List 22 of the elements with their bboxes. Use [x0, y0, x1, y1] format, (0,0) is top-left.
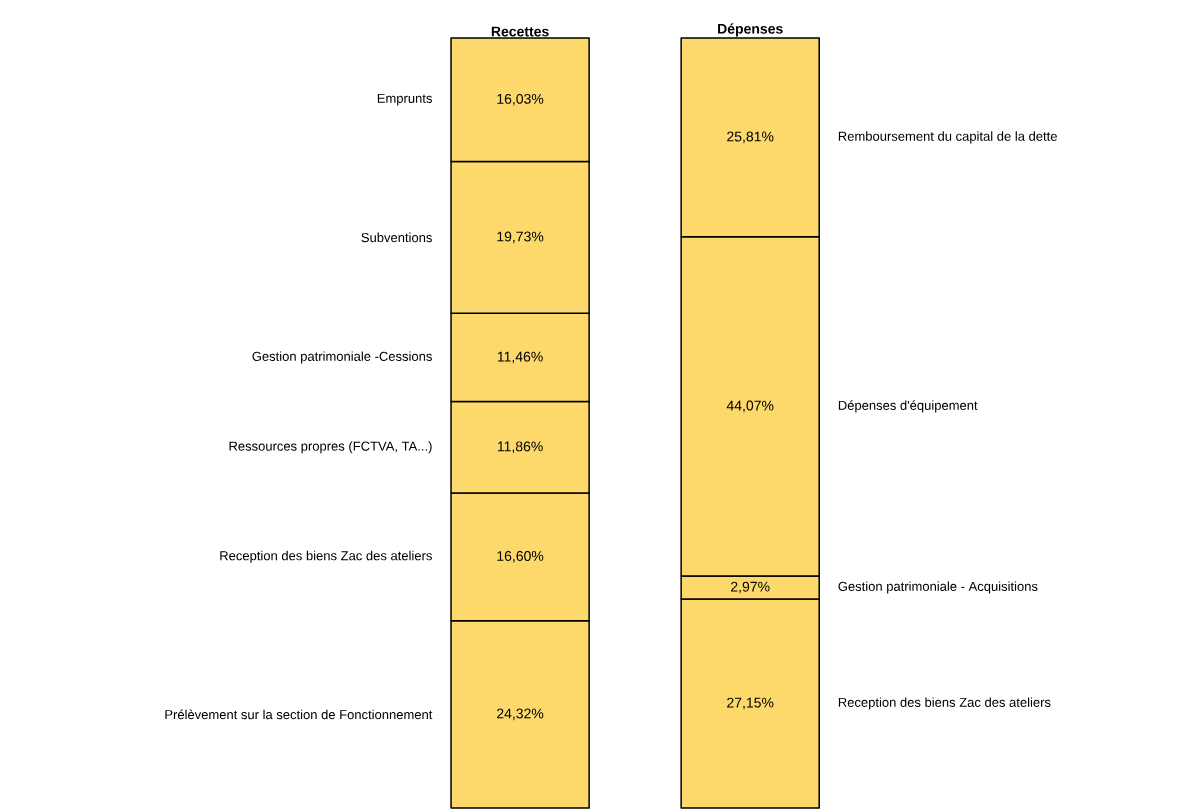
data-label: 24,32%: [497, 708, 544, 721]
series-label: Reception des biens Zac des ateliers: [220, 550, 432, 563]
data-label: 44,07%: [726, 400, 774, 413]
series-label: Subventions: [361, 232, 432, 243]
series-label: Ressources propres (FCTVA, TA...): [229, 441, 432, 454]
x-tick-label: Recettes: [491, 26, 549, 37]
data-label: 16,60%: [497, 551, 544, 563]
series-label: Remboursement du capital de la dette: [838, 131, 1057, 144]
data-label: 19,73%: [497, 231, 544, 244]
data-label: 25,81%: [727, 131, 774, 144]
series-label: Dépenses d'équipement: [838, 400, 978, 413]
data-label: 11,86%: [497, 441, 543, 454]
data-label: 16,03%: [497, 93, 544, 106]
series-label: Reception des biens Zac des ateliers: [838, 697, 1051, 710]
series-label: Prélèvement sur la section de Fonctionnement: [165, 709, 433, 720]
data-label: 27,15%: [727, 697, 774, 710]
data-label: 11,46%: [497, 351, 543, 364]
series-label: Gestion patrimoniale - Acquisitions: [838, 581, 1038, 594]
series-label: Gestion patrimoniale -Cessions: [252, 351, 432, 364]
series-label: Emprunts: [377, 93, 432, 106]
x-tick-label: Dépenses: [718, 23, 783, 37]
data-label: 2,97%: [731, 581, 770, 594]
